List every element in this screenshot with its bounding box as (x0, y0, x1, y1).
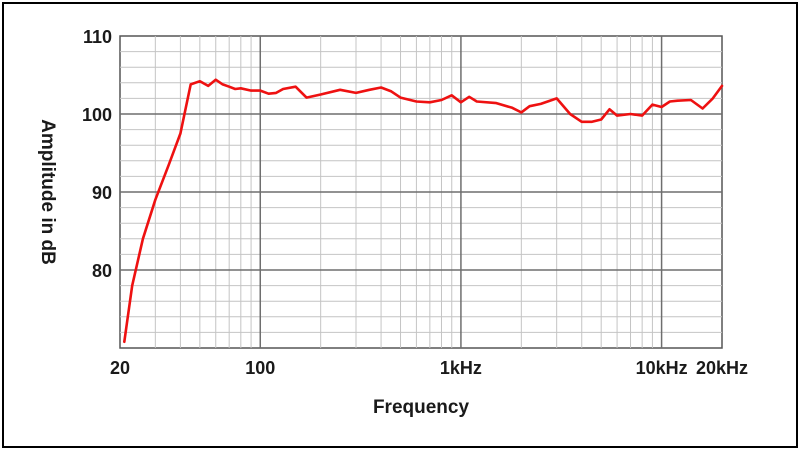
x-tick-label: 100 (245, 358, 275, 378)
y-tick-label: 90 (92, 183, 112, 203)
y-tick-label: 110 (83, 27, 112, 47)
x-tick-labels: 20 100 1kHz 10kHz 20kHz (110, 358, 748, 378)
series-line-0 (123, 78, 724, 344)
y-axis-title: Amplitude in dB (37, 119, 58, 265)
x-tick-label: 20 (110, 358, 130, 378)
x-axis-title: Frequency (373, 397, 470, 418)
y-tick-label: 80 (92, 261, 112, 281)
y-tick-labels: 80 90 100 110 (82, 27, 112, 281)
series-layer (123, 78, 724, 344)
y-tick-label: 100 (82, 105, 112, 125)
x-tick-label: 1kHz (440, 358, 482, 378)
x-tick-label: 10kHz (636, 358, 688, 378)
x-tick-label: 20kHz (696, 358, 748, 378)
